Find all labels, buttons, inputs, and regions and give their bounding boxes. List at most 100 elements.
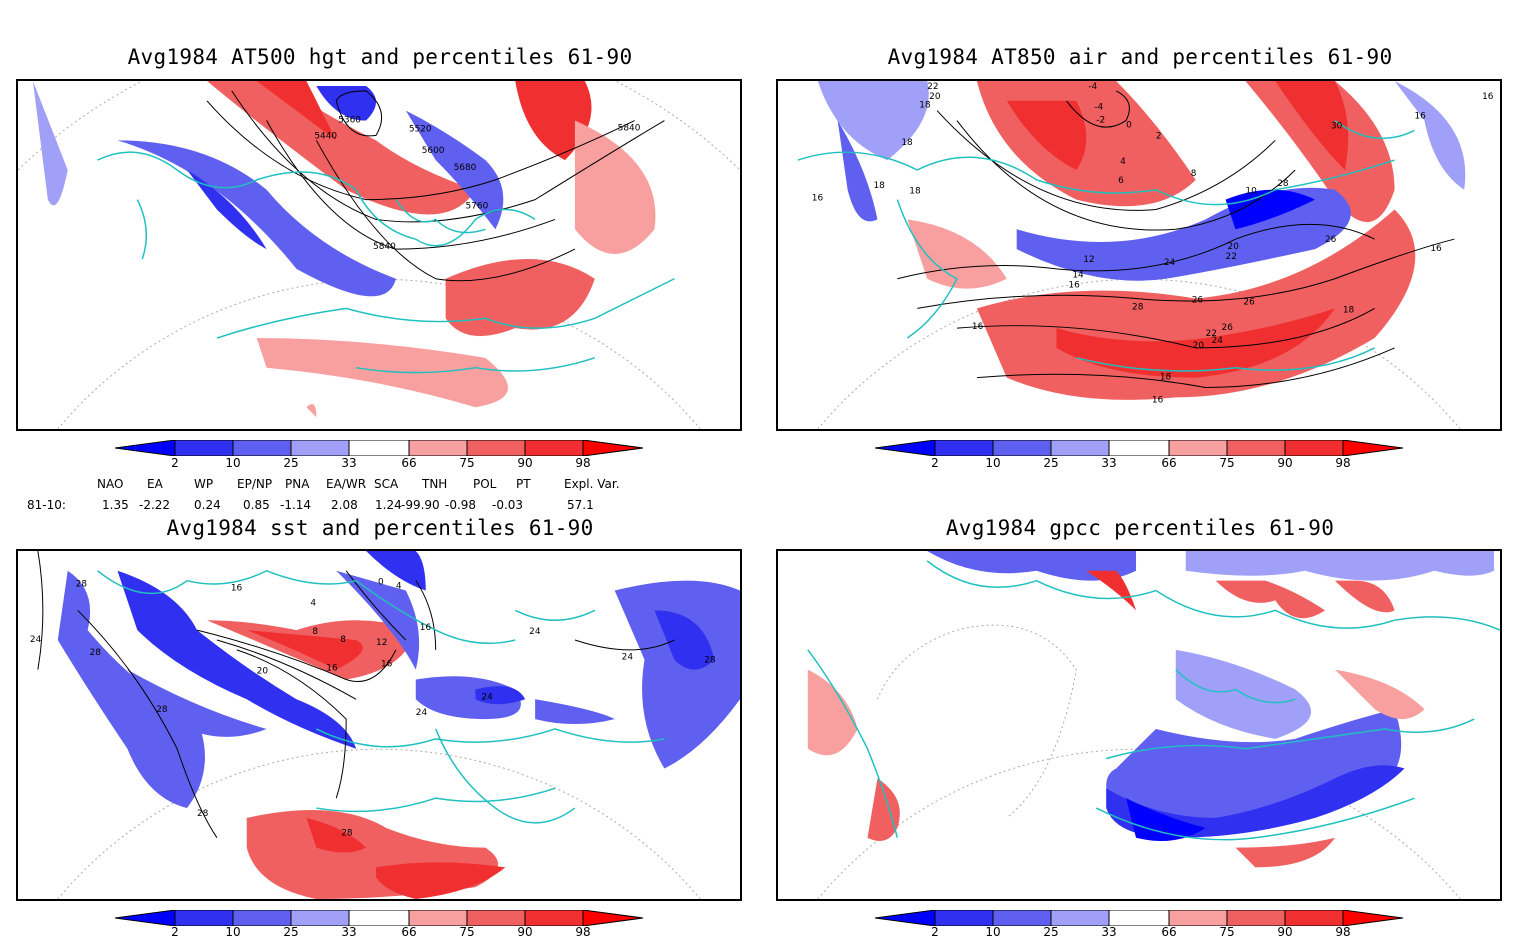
cbar-tick-label: 66: [401, 925, 417, 939]
svg-text:18: 18: [919, 101, 931, 111]
cbar-seg-0: [875, 440, 936, 456]
svg-text:30: 30: [1331, 121, 1343, 131]
cbar-seg-5: [1168, 440, 1228, 456]
svg-text:28: 28: [90, 648, 102, 658]
cbar-seg-7: [524, 440, 584, 456]
svg-text:16: 16: [1068, 281, 1080, 291]
svg-text:16: 16: [381, 660, 393, 670]
svg-text:0: 0: [378, 578, 384, 588]
cbar-tick-label: 75: [459, 456, 475, 470]
svg-text:28: 28: [704, 656, 716, 666]
svg-text:16: 16: [812, 194, 824, 204]
cbar-tick-label: 25: [1043, 925, 1059, 939]
index-value: -2.22: [139, 498, 171, 512]
cbar-tick-label: 2: [171, 925, 179, 939]
index-header: EA/WR: [326, 477, 367, 491]
index-header: PNA: [285, 477, 310, 491]
cbar-tick-label: 66: [401, 456, 417, 470]
svg-text:5760: 5760: [466, 202, 489, 212]
svg-text:0: 0: [1126, 120, 1132, 130]
svg-text:16: 16: [326, 664, 338, 674]
svg-text:26: 26: [1192, 295, 1204, 305]
cbar-seg-1: [174, 440, 234, 456]
cbar-seg-7: [1284, 910, 1344, 926]
cbar-tick-label: 2: [171, 456, 179, 470]
svg-text:8: 8: [340, 635, 346, 645]
colorbar-sst: 2 10 25 33 66 75 90 98: [115, 910, 645, 944]
index-header: PT: [516, 477, 531, 491]
svg-text:5360: 5360: [338, 116, 361, 126]
map-gpcc: [776, 549, 1502, 901]
cbar-tick-label: 90: [1277, 456, 1293, 470]
svg-text:18: 18: [1343, 305, 1355, 315]
svg-text:12: 12: [1083, 255, 1094, 265]
svg-text:16: 16: [972, 322, 984, 332]
cbar-seg-4: [1108, 910, 1170, 926]
cbar-tick-label: 25: [283, 456, 299, 470]
cbar-seg-5: [408, 440, 468, 456]
svg-text:2: 2: [1156, 131, 1162, 141]
index-header: Expl. Var.: [564, 477, 620, 491]
cbar-tick-label: 90: [517, 456, 533, 470]
cbar-tick-label: 2: [931, 456, 939, 470]
cbar-seg-3: [290, 440, 350, 456]
svg-text:5600: 5600: [422, 146, 445, 156]
map-hgt: 5360 5440 5520 5600 5680 5760 5840 5840: [16, 79, 742, 431]
index-row-label: 81-10:: [27, 498, 66, 512]
cbar-seg-6: [1226, 440, 1286, 456]
svg-text:16: 16: [1430, 244, 1442, 254]
cbar-seg-2: [232, 440, 292, 456]
svg-text:10: 10: [1245, 187, 1257, 197]
svg-text:20: 20: [929, 92, 941, 102]
index-value: 0.24: [194, 498, 221, 512]
cbar-seg-6: [466, 440, 526, 456]
cbar-tick-label: 33: [1101, 925, 1117, 939]
svg-text:5680: 5680: [454, 163, 477, 173]
index-header: POL: [473, 477, 497, 491]
cbar-tick-label: 10: [985, 456, 1001, 470]
svg-text:24: 24: [30, 635, 42, 645]
panel-title-sst: Avg1984 sst and percentiles 61-90: [166, 516, 594, 540]
svg-text:20: 20: [257, 667, 269, 677]
cbar-seg-1: [934, 910, 994, 926]
colorbar-gpcc: 2 10 25 33 66 75 90 98: [875, 910, 1405, 944]
cbar-seg-2: [992, 440, 1052, 456]
svg-text:20: 20: [1228, 242, 1240, 252]
index-value: -0.03: [492, 498, 524, 512]
svg-text:28: 28: [156, 705, 168, 715]
cbar-tick-label: 33: [341, 925, 357, 939]
map-sst: 28 24 28 28 28 16 4 8 0 4 8 12 16 20 16 …: [16, 549, 742, 901]
cbar-seg-2: [992, 910, 1052, 926]
svg-text:18: 18: [909, 187, 921, 197]
svg-text:16: 16: [231, 584, 243, 594]
cbar-seg-3: [290, 910, 350, 926]
svg-text:6: 6: [1118, 176, 1124, 186]
svg-text:28: 28: [1132, 302, 1144, 312]
index-value: -1.14: [280, 498, 312, 512]
svg-text:-4: -4: [1094, 103, 1103, 113]
cbar-tick-label: 10: [985, 925, 1001, 939]
cbar-tick-label: 66: [1161, 456, 1177, 470]
svg-text:-2: -2: [1096, 116, 1105, 126]
panel-title-gpcc: Avg1984 gpcc percentiles 61-90: [945, 516, 1335, 540]
svg-text:28: 28: [76, 580, 88, 590]
cbar-seg-1: [934, 440, 994, 456]
svg-text:26: 26: [1222, 323, 1234, 333]
cbar-seg-6: [466, 910, 526, 926]
svg-text:28: 28: [1277, 179, 1289, 189]
cbar-tick-label: 98: [575, 925, 591, 939]
cbar-seg-4: [1108, 440, 1170, 456]
svg-text:20: 20: [1193, 341, 1205, 351]
cbar-seg-2: [232, 910, 292, 926]
cbar-seg-8: [582, 910, 644, 926]
cbar-tick-label: 33: [1101, 456, 1117, 470]
cbar-seg-4: [348, 440, 410, 456]
svg-text:16: 16: [1482, 92, 1494, 102]
svg-text:28: 28: [197, 809, 209, 819]
svg-text:18: 18: [873, 181, 885, 191]
svg-text:4: 4: [310, 598, 316, 608]
index-value: 1.35: [102, 498, 129, 512]
svg-text:24: 24: [1212, 336, 1224, 346]
svg-text:28: 28: [341, 829, 353, 839]
svg-text:16: 16: [1414, 112, 1426, 122]
